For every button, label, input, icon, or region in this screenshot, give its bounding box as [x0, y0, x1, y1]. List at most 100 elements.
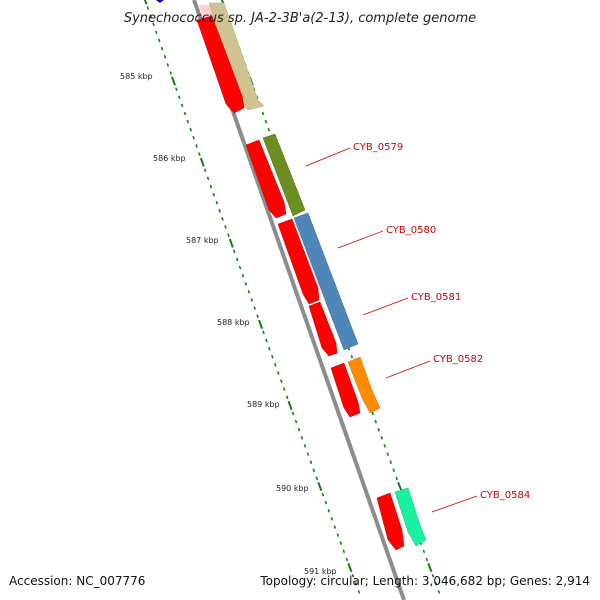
- inner-tick-mark: [294, 419, 298, 424]
- gene-label-cyb-0582: CYB_0582: [433, 354, 483, 365]
- inner-tick-mark: [232, 249, 236, 254]
- inner-tick-mark: [244, 282, 248, 286]
- inner-tick-mark: [282, 387, 286, 391]
- gene-feature-orange: [347, 356, 381, 414]
- inner-tick-mark: [273, 363, 277, 367]
- blue-feature-marker: [156, 0, 164, 3]
- inner-tick-mark: [160, 46, 164, 51]
- inner-tick-mark: [192, 136, 195, 140]
- inner-tick-mark: [199, 157, 205, 167]
- outer-tick-mark: [371, 411, 375, 416]
- inner-tick-mark: [285, 395, 289, 400]
- outer-tick-mark: [383, 444, 387, 448]
- inner-tick-mark: [235, 257, 239, 262]
- inner-tick-mark: [321, 492, 325, 497]
- gene-feature-red-2: [245, 139, 287, 219]
- inner-tick-mark: [258, 319, 264, 329]
- inner-tick-mark: [333, 525, 337, 529]
- outer-tick-mark: [380, 436, 384, 440]
- inner-tick-mark: [180, 103, 184, 108]
- inner-tick-mark: [271, 355, 274, 359]
- inner-tick-mark: [351, 573, 355, 578]
- inner-tick-mark: [306, 452, 310, 456]
- inner-tick-mark: [224, 225, 227, 229]
- inner-tick-mark: [336, 533, 340, 537]
- inner-tick-mark: [152, 22, 155, 27]
- inner-tick-mark: [218, 209, 221, 213]
- inner-tick-mark: [171, 76, 176, 86]
- inner-tick-mark: [189, 127, 193, 132]
- inner-tick-mark: [241, 273, 245, 278]
- gene-label-cyb-0579: CYB_0579: [353, 142, 403, 153]
- scale-label-591: 591 kbp: [304, 567, 337, 576]
- outer-tick-mark: [431, 573, 435, 578]
- outer-tick-mark: [386, 452, 390, 456]
- outer-tick-mark: [395, 476, 399, 481]
- outer-tick-mark: [350, 355, 354, 359]
- inner-tick-mark: [291, 411, 295, 416]
- inner-tick-mark: [276, 371, 280, 375]
- inner-tick-mark: [312, 468, 316, 473]
- inner-tick-mark: [177, 95, 181, 100]
- gene-feature-red-5: [330, 362, 361, 418]
- gene-label-cyb-0580: CYB_0580: [386, 225, 436, 236]
- inner-tick-mark: [198, 152, 201, 156]
- gene-label-cyb-0581: CYB_0581: [411, 292, 461, 303]
- accession-text: Accession: NC_007776: [9, 574, 146, 588]
- inner-tick-mark: [169, 71, 172, 75]
- gene-feature-red-4: [308, 301, 338, 357]
- inner-tick-mark: [327, 509, 331, 513]
- inner-tick-mark: [247, 290, 251, 294]
- scale-label-590: 590 kbp: [276, 484, 309, 493]
- scale-label-588: 588 kbp: [217, 318, 250, 327]
- inner-tick-mark: [215, 200, 219, 205]
- inner-tick-mark: [300, 436, 304, 440]
- inner-tick-mark: [238, 265, 242, 270]
- inner-tick-mark: [228, 238, 234, 248]
- inner-tick-mark: [166, 63, 170, 67]
- outer-tick-mark: [427, 563, 433, 573]
- inner-tick-mark: [303, 444, 307, 448]
- outer-tick-mark: [264, 119, 268, 124]
- inner-tick-mark: [250, 298, 254, 302]
- inner-tick-mark: [227, 233, 230, 237]
- outer-tick-mark: [374, 419, 378, 424]
- inner-tick-mark: [357, 590, 361, 594]
- topology-summary: Topology: circular; Length: 3,046,682 bp…: [260, 574, 590, 588]
- inner-tick-mark: [339, 541, 343, 545]
- scale-label-586: 586 kbp: [153, 154, 186, 163]
- inner-tick-mark: [186, 119, 190, 124]
- gene-leader-lines: [305, 147, 478, 513]
- outer-tick-mark: [425, 557, 429, 562]
- outer-tick-mark: [397, 481, 403, 492]
- inner-tick-mark: [345, 557, 349, 562]
- inner-tick-mark: [163, 54, 167, 59]
- outer-tick-mark: [377, 427, 381, 432]
- inner-tick-mark: [149, 14, 152, 18]
- scale-label-589: 589 kbp: [247, 400, 280, 409]
- inner-tick-mark: [203, 168, 207, 173]
- gene-features: [196, 2, 427, 551]
- gene-feature-blue: [293, 212, 359, 351]
- outer-tick-mark: [422, 549, 426, 554]
- outer-tick-mark: [392, 468, 396, 473]
- outer-tick-mark: [389, 460, 393, 464]
- inner-tick-track: [143, 0, 361, 594]
- scale-label-585: 585 kbp: [120, 72, 153, 81]
- inner-tick-mark: [317, 481, 323, 492]
- inner-tick-mark: [175, 87, 178, 91]
- inner-tick-mark: [209, 184, 213, 189]
- inner-tick-mark: [265, 338, 268, 343]
- outer-tick-mark: [261, 111, 265, 116]
- inner-tick-mark: [279, 379, 283, 383]
- inner-tick-mark: [146, 6, 150, 10]
- map-title: Synechococcus sp. JA-2-3B'a(2-13), compl…: [124, 11, 476, 26]
- inner-tick-mark: [221, 217, 224, 221]
- gene-feature-mint: [394, 487, 427, 547]
- inner-tick-mark: [157, 38, 161, 43]
- outer-tick-mark: [437, 590, 441, 594]
- gene-feature-olive: [262, 133, 306, 217]
- gene-feature-red-1: [196, 15, 245, 114]
- inner-tick-mark: [330, 517, 334, 521]
